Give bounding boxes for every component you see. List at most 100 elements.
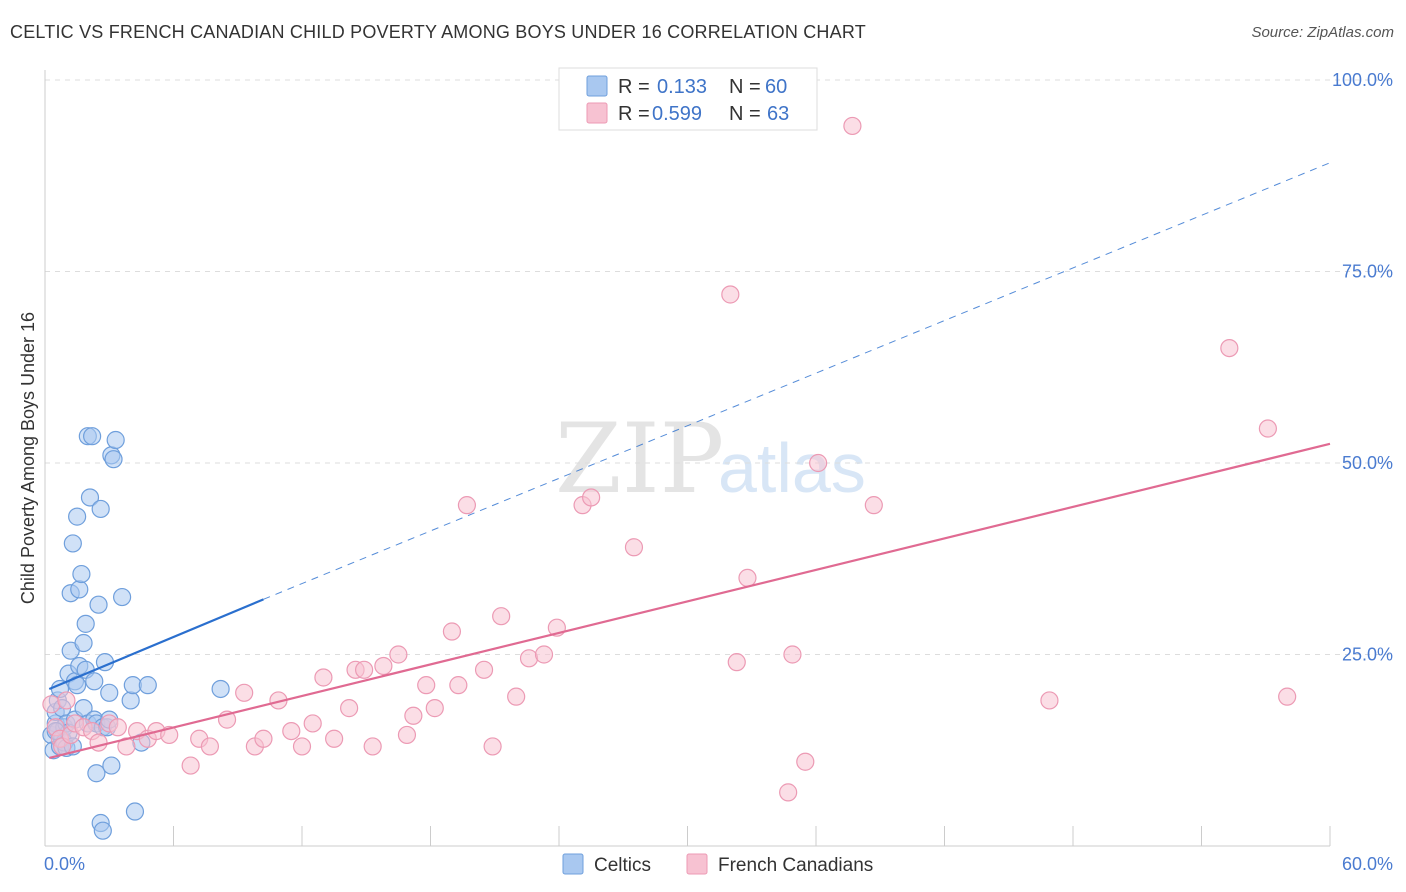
french-canadians-point: [235, 683, 254, 702]
axes: [44, 70, 1330, 847]
celtics-point: [89, 595, 108, 614]
celtics-point: [87, 764, 106, 783]
french-canadians-point: [57, 691, 76, 710]
french-canadians-point: [389, 645, 408, 664]
celtics-point: [121, 691, 140, 710]
french-canadians-point: [721, 285, 740, 304]
celtics-point: [138, 676, 157, 695]
x-tick-labels: 0.0% 60.0%: [44, 854, 1393, 874]
french-canadians-point: [442, 622, 462, 641]
french-canadians-point: [1040, 691, 1059, 710]
french-canadians-point: [1258, 419, 1277, 438]
bottom-legend-swatch-french-canadians: [686, 853, 708, 875]
french-canadians-point: [292, 737, 312, 756]
french-canadians-point: [374, 656, 393, 676]
celtics-point: [100, 683, 119, 702]
french-canadians-point: [363, 737, 382, 756]
legend-swatch-french-canadians: [586, 102, 608, 124]
data-points: [42, 116, 1297, 840]
celtics-point: [102, 756, 121, 775]
french-canadians-point: [325, 729, 344, 748]
french-canadians-point: [108, 718, 127, 737]
celtics-point: [72, 564, 91, 584]
french-canadians-point: [89, 733, 108, 752]
legend-french-n-value: 63: [767, 103, 789, 125]
legend-celtics-r-value: 0.133: [657, 76, 707, 98]
y-tick-labels: 25.0% 50.0% 75.0% 100.0%: [1332, 70, 1393, 665]
y-axis-title: Child Poverty Among Boys Under 16: [18, 312, 38, 604]
french-canadians-point: [727, 653, 746, 672]
source-label: Source: ZipAtlas.com: [1251, 24, 1394, 41]
bottom-legend: Celtics French Canadians: [562, 853, 873, 876]
french-canadians-point: [457, 496, 477, 515]
bottom-legend-french-canadians: French Canadians: [718, 855, 873, 876]
french-canadians-point: [181, 756, 200, 775]
french-canadians-point: [449, 676, 468, 695]
french-canadians-point: [474, 660, 494, 679]
x-tick-label-end: 60.0%: [1342, 854, 1393, 874]
french-canadians-point: [404, 706, 423, 725]
french-canadians-point: [282, 721, 301, 741]
french-canadians-point: [809, 453, 828, 473]
chart-title: CELTIC VS FRENCH CANADIAN CHILD POVERTY …: [10, 22, 866, 42]
french-canadians-point: [160, 725, 179, 745]
french-canadians-point: [417, 676, 436, 695]
french-canadians-point: [492, 607, 511, 626]
legend-swatch-celtics: [586, 75, 608, 97]
y-tick-label: 25.0%: [1342, 645, 1393, 665]
watermark-atlas: atlas: [718, 429, 866, 507]
french-canadians-point: [783, 645, 802, 664]
french-canadians-point: [843, 116, 862, 136]
french-canadians-point: [355, 660, 374, 679]
bottom-legend-celtics: Celtics: [594, 855, 651, 876]
french-canadians-point: [42, 695, 61, 714]
legend-celtics-n-label: N =: [729, 76, 761, 98]
y-tick-label: 75.0%: [1342, 262, 1393, 282]
french-canadians-point: [864, 496, 883, 515]
top-legend: R = 0.133 N = 60 R = 0.599 N = 63: [558, 67, 818, 131]
french-canadians-point: [738, 568, 757, 588]
french-canadians-point: [483, 737, 502, 756]
celtics-point: [93, 821, 112, 840]
celtics-point: [63, 534, 82, 553]
celtics-point: [106, 430, 125, 450]
celtics-point: [76, 614, 95, 633]
celtics-point: [83, 427, 102, 446]
legend-french-r-value: 0.599: [652, 103, 702, 125]
x-tick-label-start: 0.0%: [44, 854, 85, 874]
celtics-point: [68, 507, 87, 526]
french-canadians-point: [534, 645, 554, 664]
french-canadians-point: [314, 668, 333, 687]
celtics-point: [211, 679, 230, 699]
french-canadians-point: [397, 725, 417, 745]
french-canadians-point: [519, 649, 539, 668]
french-canadians-point: [254, 729, 273, 748]
celtics-point: [91, 499, 110, 519]
french-canadians-point: [1278, 687, 1297, 706]
french-canadians-point: [303, 714, 322, 733]
celtics-point: [70, 580, 89, 599]
celtics-point: [125, 802, 145, 821]
y-tick-label: 50.0%: [1342, 453, 1393, 473]
legend-french-r-label: R =: [618, 103, 650, 125]
trend-lines: [48, 162, 1331, 759]
french-canadians-point: [624, 538, 644, 557]
y-tick-label: 100.0%: [1332, 70, 1393, 90]
french-canadians-point: [200, 737, 220, 756]
gridlines: [45, 79, 1393, 846]
bottom-legend-swatch-celtics: [562, 853, 584, 875]
legend-celtics-r-label: R =: [618, 76, 650, 98]
celtics-point: [74, 633, 93, 653]
french-canadians-point: [582, 488, 601, 507]
celtics-point: [85, 672, 104, 691]
legend-french-n-label: N =: [729, 103, 761, 125]
celtics-point: [80, 488, 100, 507]
french-canadians-point: [796, 752, 815, 771]
celtics-trend-line: [48, 598, 264, 690]
french-canadians-point: [1220, 339, 1239, 358]
french-canadians-point: [507, 687, 526, 706]
french-canadians-trend-line: [49, 442, 1331, 759]
french-canadians-point: [779, 783, 798, 802]
celtics-trend-extension: [263, 162, 1331, 600]
